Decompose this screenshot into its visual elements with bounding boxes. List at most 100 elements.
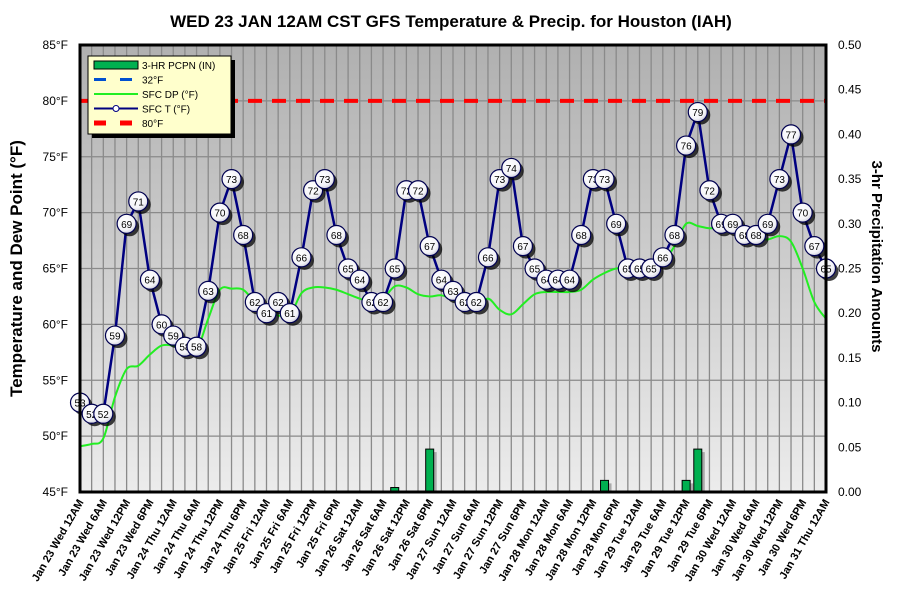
temperature-data-label: 59 [109, 332, 121, 343]
legend-swatch-precip [93, 60, 139, 70]
temperature-data-label: 64 [354, 276, 366, 287]
precip-bar [600, 479, 610, 493]
temperature-data-label: 58 [179, 343, 191, 354]
temperature-data-label: 62 [249, 298, 261, 309]
temperature-marker [314, 169, 335, 190]
temperature-point: 70 [209, 202, 233, 226]
legend-swatch-marker [112, 105, 120, 112]
y-tick-label: 55°F [43, 373, 68, 387]
temperature-marker [466, 291, 487, 313]
temperature-marker [652, 247, 673, 268]
legend-label: 80°F [142, 119, 163, 130]
temperature-data-label: 73 [319, 175, 331, 186]
temperature-data-label: 72 [704, 186, 716, 197]
temperature-point: 68 [233, 224, 256, 248]
y-tick-label: 45°F [43, 485, 68, 499]
temperature-point: 66 [652, 247, 676, 270]
temperature-point: 69 [757, 213, 781, 237]
temperature-marker [116, 213, 137, 234]
temperature-data-label: 68 [751, 231, 763, 242]
temperature-data-label: 61 [284, 309, 296, 320]
temperature-data-label: 65 [634, 265, 646, 276]
temperature-data-label: 64 [564, 276, 576, 287]
temperature-marker [804, 236, 825, 257]
temperature-marker [139, 269, 161, 290]
temperature-data-label: 64 [144, 276, 156, 287]
y2-tick-label: 0.30 [838, 217, 862, 231]
temperature-data-label: 65 [389, 265, 401, 276]
y2-tick-label: 0.45 [838, 83, 862, 97]
temperature-point: 74 [501, 157, 524, 181]
temperature-marker [792, 202, 813, 223]
temperature-point: 61 [279, 303, 303, 326]
temperature-data-label: 63 [447, 287, 459, 298]
y-tick-label: 60°F [43, 317, 68, 331]
temperature-point: 67 [512, 236, 536, 259]
temperature-point: 64 [559, 269, 583, 293]
temperature-data-label: 74 [506, 164, 518, 175]
y2-tick-label: 0.40 [838, 127, 862, 141]
temperature-data-label: 67 [809, 242, 821, 253]
temperature-data-label: 65 [529, 265, 541, 276]
temperature-marker [676, 135, 697, 156]
temperature-marker [279, 303, 300, 324]
temperature-data-label: 63 [203, 287, 215, 298]
temperature-data-label: 65 [343, 265, 355, 276]
temperature-data-label: 73 [774, 175, 786, 186]
legend-label: 32°F [142, 76, 163, 87]
temperature-data-label: 73 [226, 175, 238, 186]
temperature-data-label: 66 [482, 253, 494, 264]
temperature-data-label: 73 [587, 175, 599, 186]
temperature-data-label: 70 [797, 209, 809, 220]
legend: 3-HR PCPN (IN) 32°F SFC DP (°F) SFC T (°F) 8… [87, 55, 235, 138]
temperature-marker [407, 180, 429, 201]
temperature-data-label: 62 [471, 298, 483, 309]
temperature-marker [198, 280, 219, 301]
temperature-point: 62 [466, 291, 489, 315]
temperature-marker [571, 224, 592, 246]
temperature-data-label: 52 [86, 410, 98, 421]
temperature-data-label: 77 [785, 130, 797, 141]
temperature-data-label: 69 [716, 220, 728, 231]
temperature-data-label: 66 [296, 253, 308, 264]
temperature-point: 69 [116, 213, 140, 237]
temperature-data-label: 68 [739, 231, 751, 242]
temperature-point: 68 [326, 224, 349, 248]
temperature-data-label: 69 [611, 220, 623, 231]
y-tick-label: 85°F [43, 38, 68, 52]
temperature-point: 72 [407, 180, 431, 203]
temperature-data-label: 69 [727, 220, 739, 231]
temperature-data-label: 67 [424, 242, 436, 253]
temperature-data-label: 79 [692, 108, 704, 119]
temperature-marker [664, 224, 685, 246]
y-axis-title: Temperature and Dew Point (°F) [7, 140, 26, 397]
y-tick-label: 50°F [43, 429, 68, 443]
temperature-point: 59 [104, 325, 128, 349]
temperature-data-label: 62 [273, 298, 285, 309]
temperature-point: 64 [349, 269, 373, 293]
y2-tick-label: 0.20 [838, 306, 862, 320]
temperature-point: 58 [186, 336, 210, 360]
temperature-data-label: 58 [191, 343, 203, 354]
temperature-data-label: 69 [762, 220, 774, 231]
temperature-marker [349, 269, 370, 290]
temperature-data-label: 67 [517, 242, 529, 253]
temperature-data-label: 72 [401, 186, 413, 197]
legend-label: 3-HR PCPN (IN) [142, 61, 215, 72]
temperature-data-label: 72 [412, 186, 424, 197]
y-tick-label: 70°F [43, 206, 68, 220]
temperature-data-label: 65 [622, 265, 634, 276]
temperature-marker [687, 101, 708, 123]
temperature-data-label: 61 [261, 309, 273, 320]
temperature-marker [384, 258, 405, 279]
temperature-marker [512, 236, 534, 257]
chart-title: WED 23 JAN 12AM CST GFS Temperature & Pr… [170, 12, 732, 31]
temperature-data-label: 65 [646, 265, 658, 276]
y2-tick-label: 0.25 [838, 262, 862, 276]
temperature-data-label: 71 [133, 197, 145, 208]
temperature-data-label: 62 [378, 298, 390, 309]
temperature-point: 68 [571, 224, 594, 248]
temperature-point: 68 [664, 224, 687, 248]
